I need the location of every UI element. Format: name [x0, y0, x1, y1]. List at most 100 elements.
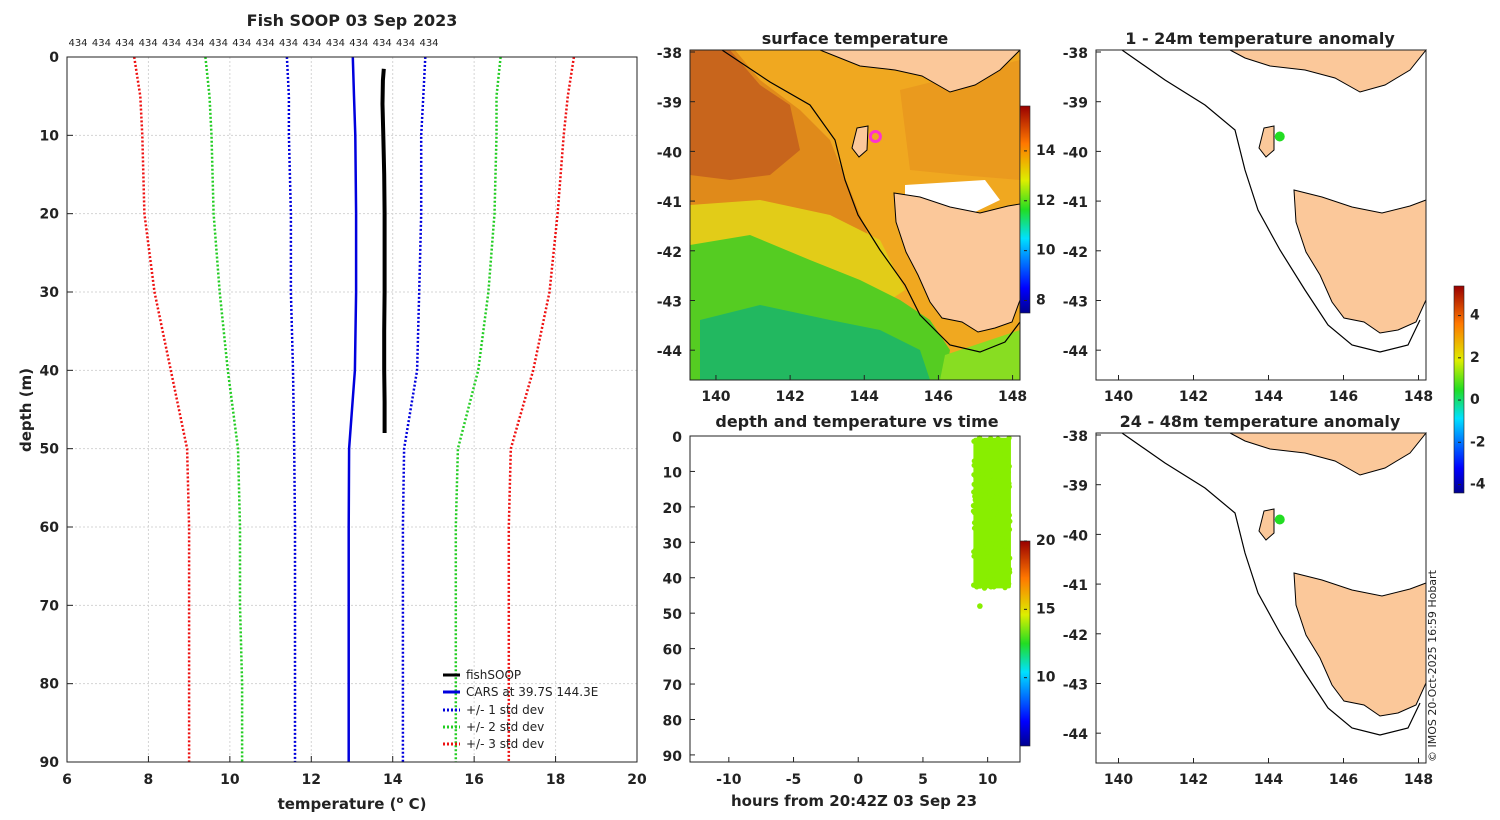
timeseries-point [1000, 486, 1006, 492]
x-tick-label: 16 [464, 772, 483, 788]
timeseries-y-ticks: 0 10 20 30 40 50 60 70 80 90 [663, 430, 695, 765]
timeseries-point [992, 551, 998, 557]
top-count-label: 434 [139, 38, 158, 49]
timeseries-point [996, 479, 1002, 485]
anom1-land-tasmania [1293, 189, 1427, 334]
y-tick-label: 30 [40, 285, 60, 301]
x-tick-label: -10 [716, 772, 742, 788]
y-tick-label: -41 [1063, 578, 1088, 594]
anom2-title: 24 - 48m temperature anomaly [1120, 412, 1401, 431]
timeseries-xlabel: hours from 20:42Z 03 Sep 23 [731, 792, 977, 810]
timeseries-colorbar-ticks: 10 15 20 [1024, 533, 1056, 686]
timeseries-point [1002, 439, 1009, 445]
y-tick-label: -41 [1063, 195, 1088, 211]
sst-panel: surface temperature 140 142 144 146 148 -38-… [657, 29, 1056, 405]
anom1-location-marker [1274, 131, 1285, 142]
sst-y-ticks: -38 -39 -40 -41 -42 -43 -44 [657, 46, 695, 360]
profile-y-ticks: 0 10 20 30 40 50 60 70 80 90 [40, 50, 73, 771]
series-4-left-line [132, 56, 191, 762]
top-count-label: 434 [68, 38, 87, 49]
y-tick-label: 90 [40, 755, 60, 771]
profile-x-ticks: 6 8 10 12 14 16 18 20 [62, 756, 647, 788]
colorbar-tick-label: 15 [1036, 601, 1055, 617]
series-2-left-line [285, 56, 297, 762]
legend-label-std3: +/- 3 std dev [466, 737, 544, 751]
timeseries-point [974, 509, 980, 515]
anom2-shelf-contour [1121, 432, 1421, 736]
timeseries-point [993, 453, 999, 459]
top-count-label: 434 [256, 38, 275, 49]
anom1-x-ticks: 140 142 144 146 148 [1104, 375, 1433, 405]
timeseries-point [974, 497, 980, 503]
timeseries-point [992, 572, 998, 579]
timeseries-point [990, 471, 996, 477]
anom1-shelf-contour [1121, 49, 1421, 353]
timeseries-point [988, 565, 994, 571]
timeseries-point [979, 578, 986, 584]
timeseries-point [994, 494, 1000, 501]
timeseries-point [994, 472, 1000, 478]
sst-x-ticks: 140 142 144 146 148 [701, 375, 1027, 405]
timeseries-point [971, 462, 977, 468]
y-tick-label: 0 [672, 430, 682, 446]
profile-legend: fishSOOP CARS at 39.7S 144.3E +/- 1 std … [443, 668, 598, 751]
anom1-land-mainland [1229, 49, 1428, 93]
timeseries-point [971, 553, 977, 559]
timeseries-point [988, 513, 994, 519]
timeseries-point [985, 472, 991, 478]
top-count-label: 434 [349, 38, 368, 49]
legend-label-cars: CARS at 39.7S 144.3E [466, 685, 598, 699]
top-count-label: 434 [162, 38, 181, 49]
profile-series [132, 56, 576, 762]
top-count-label: 434 [209, 38, 228, 49]
timeseries-point [988, 435, 994, 441]
timeseries-point [1003, 497, 1009, 503]
y-tick-label: 10 [663, 465, 683, 481]
timeseries-point [988, 584, 994, 590]
timeseries-point [992, 534, 999, 540]
x-tick-label: 146 [1329, 772, 1358, 788]
timeseries-point [979, 520, 985, 526]
timeseries-point [975, 437, 982, 443]
timeseries-point [1006, 435, 1012, 441]
timeseries-point [992, 524, 998, 530]
x-tick-label: 6 [62, 772, 72, 788]
x-tick-label: 144 [1254, 772, 1283, 788]
timeseries-point [975, 484, 981, 490]
timeseries-point [973, 456, 980, 462]
timeseries-point [973, 574, 980, 580]
x-tick-label: 140 [1104, 389, 1133, 405]
colorbar-tick-label: 12 [1036, 193, 1055, 209]
sst-colorbar-ticks: 8 10 12 14 [1024, 143, 1056, 309]
timeseries-point [1002, 462, 1008, 468]
anom1-y-ticks: -38 -39 -40 -41 -42 -43 -44 [1063, 46, 1101, 360]
y-tick-label: 0 [49, 50, 59, 66]
colorbar-tick-label: 8 [1036, 293, 1046, 309]
timeseries-point [977, 555, 983, 561]
top-count-label: 434 [326, 38, 345, 49]
timeseries-point [999, 466, 1005, 472]
colorbar-tick-label: 14 [1036, 143, 1056, 159]
y-tick-label: 90 [663, 749, 683, 765]
profile-ylabel: depth (m) [17, 368, 35, 452]
timeseries-point [984, 546, 990, 552]
timeseries-point [997, 437, 1003, 443]
timeseries-point [971, 525, 978, 531]
timeseries-point [980, 471, 986, 478]
profile-xlabel-main: temperature ( [278, 795, 397, 813]
timeseries-point [979, 513, 986, 520]
y-tick-label: 70 [40, 598, 60, 614]
timeseries-point [985, 554, 991, 560]
timeseries-point [985, 440, 991, 446]
timeseries-point [971, 438, 977, 444]
anom1-land-king-island [1258, 125, 1275, 158]
series-1-line [347, 56, 358, 762]
timeseries-point [1007, 555, 1013, 561]
top-count-label: 434 [396, 38, 415, 49]
series-0-line [380, 68, 387, 433]
timeseries-point [973, 445, 980, 451]
y-tick-label: -43 [1063, 294, 1088, 310]
x-tick-label: 148 [1404, 772, 1433, 788]
y-tick-label: -42 [1063, 245, 1088, 261]
timeseries-point [982, 558, 988, 564]
